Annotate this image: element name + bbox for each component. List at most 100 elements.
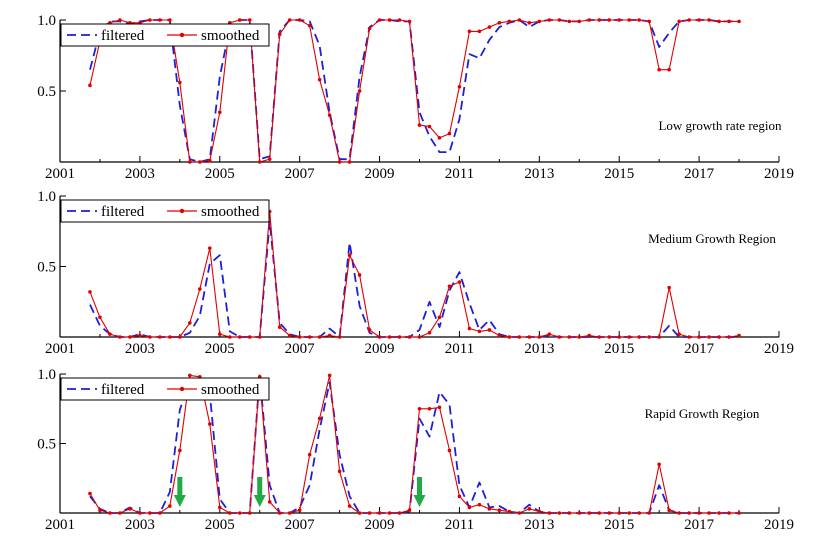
green-arrow — [173, 477, 186, 507]
data-point-smoothed — [158, 335, 162, 339]
data-point-smoothed — [487, 328, 492, 332]
data-point-smoothed — [237, 335, 242, 339]
green-arrow-head — [413, 495, 426, 507]
data-point-smoothed — [337, 469, 342, 474]
data-point-smoothed — [427, 124, 432, 129]
green-arrow-head — [173, 495, 186, 507]
data-point-smoothed — [667, 285, 671, 290]
legend-label-smoothed: smoothed — [201, 382, 260, 398]
region-annotation: Rapid Growth Region — [645, 406, 760, 421]
data-point-smoothed — [407, 19, 412, 24]
data-point-smoothed — [168, 504, 172, 508]
region-annotation: Medium Growth Region — [648, 231, 776, 246]
data-point-smoothed — [527, 335, 532, 339]
data-point-smoothed — [297, 335, 302, 339]
data-point-smoothed — [697, 335, 701, 339]
data-point-smoothed — [667, 508, 671, 513]
data-point-smoothed — [677, 19, 681, 24]
data-point-smoothed — [617, 18, 622, 22]
x-tick-label: 2005 — [205, 166, 235, 182]
data-point-smoothed — [108, 511, 112, 515]
data-point-smoothed — [207, 158, 212, 163]
y-tick-label: 1.0 — [37, 13, 56, 29]
data-point-smoothed — [188, 160, 192, 164]
data-point-smoothed — [227, 335, 232, 339]
data-point-smoothed — [118, 335, 122, 339]
data-point-smoothed — [647, 335, 651, 339]
x-tick-label: 2011 — [445, 341, 474, 357]
green-arrow-head — [253, 495, 266, 507]
data-point-smoothed — [307, 335, 312, 339]
data-point-smoothed — [327, 113, 332, 117]
x-tick-label: 2015 — [604, 517, 634, 533]
data-point-smoothed — [337, 335, 342, 339]
green-arrow — [253, 477, 266, 507]
data-point-smoothed — [587, 333, 592, 338]
data-point-smoothed — [677, 332, 681, 336]
data-point-smoothed — [507, 19, 512, 24]
x-tick-label: 2019 — [764, 166, 794, 182]
legend-label-filtered: filtered — [101, 28, 145, 44]
data-point-smoothed — [158, 511, 162, 515]
data-point-smoothed — [98, 508, 102, 513]
data-point-smoothed — [387, 511, 392, 515]
data-point-smoothed — [697, 511, 701, 515]
data-point-smoothed — [557, 18, 562, 22]
data-point-smoothed — [148, 335, 152, 339]
data-point-smoothed — [138, 333, 142, 338]
data-point-smoothed — [727, 19, 731, 24]
data-point-smoothed — [547, 18, 552, 22]
legend-box — [60, 23, 270, 47]
data-point-smoothed — [277, 325, 282, 329]
data-point-smoothed — [367, 511, 372, 515]
data-point-smoothed — [547, 332, 552, 336]
data-point-smoothed — [647, 19, 651, 24]
legend-label-smoothed: smoothed — [201, 28, 260, 44]
data-point-smoothed — [467, 505, 472, 510]
x-tick-label: 2001 — [45, 517, 75, 533]
x-tick-label: 2011 — [445, 166, 474, 182]
x-tick-label: 2009 — [365, 517, 395, 533]
x-tick-label: 2019 — [764, 341, 794, 357]
x-tick-label: 2007 — [285, 166, 316, 182]
data-point-smoothed — [677, 511, 681, 515]
x-tick-label: 2005 — [205, 517, 235, 533]
data-point-smoothed — [188, 321, 192, 325]
data-point-smoothed — [497, 508, 502, 513]
data-point-smoothed — [717, 511, 721, 515]
data-point-smoothed — [317, 335, 322, 339]
data-point-smoothed — [138, 511, 142, 515]
data-point-smoothed — [537, 19, 542, 24]
data-point-smoothed — [367, 26, 372, 31]
data-point-smoothed — [727, 511, 731, 515]
data-point-smoothed — [198, 287, 202, 291]
data-point-smoothed — [477, 29, 482, 34]
data-point-smoothed — [437, 136, 442, 140]
data-point-smoothed — [637, 18, 641, 22]
data-point-smoothed — [717, 19, 721, 24]
x-tick-label: 2009 — [365, 166, 395, 182]
data-point-smoothed — [387, 18, 392, 22]
data-point-smoothed — [507, 509, 512, 514]
data-point-smoothed — [487, 25, 492, 29]
data-point-smoothed — [497, 333, 502, 338]
data-point-smoothed — [178, 80, 182, 85]
data-point-smoothed — [597, 335, 602, 339]
data-point-smoothed — [128, 507, 132, 511]
x-tick-label: 2013 — [524, 166, 554, 182]
legend-label-filtered: filtered — [101, 382, 145, 398]
data-point-smoothed — [217, 505, 222, 510]
data-point-smoothed — [407, 508, 412, 513]
data-point-smoothed — [377, 335, 382, 339]
data-point-smoothed — [497, 21, 502, 25]
x-tick-label: 2001 — [45, 166, 75, 182]
x-tick-label: 2003 — [125, 517, 155, 533]
data-point-smoothed — [557, 511, 562, 515]
x-tick-label: 2007 — [285, 341, 316, 357]
series-line-smoothed — [89, 210, 740, 338]
green-arrow — [413, 477, 426, 507]
data-point-smoothed — [267, 157, 272, 161]
data-point-smoothed — [707, 335, 711, 339]
data-point-smoothed — [317, 77, 322, 82]
